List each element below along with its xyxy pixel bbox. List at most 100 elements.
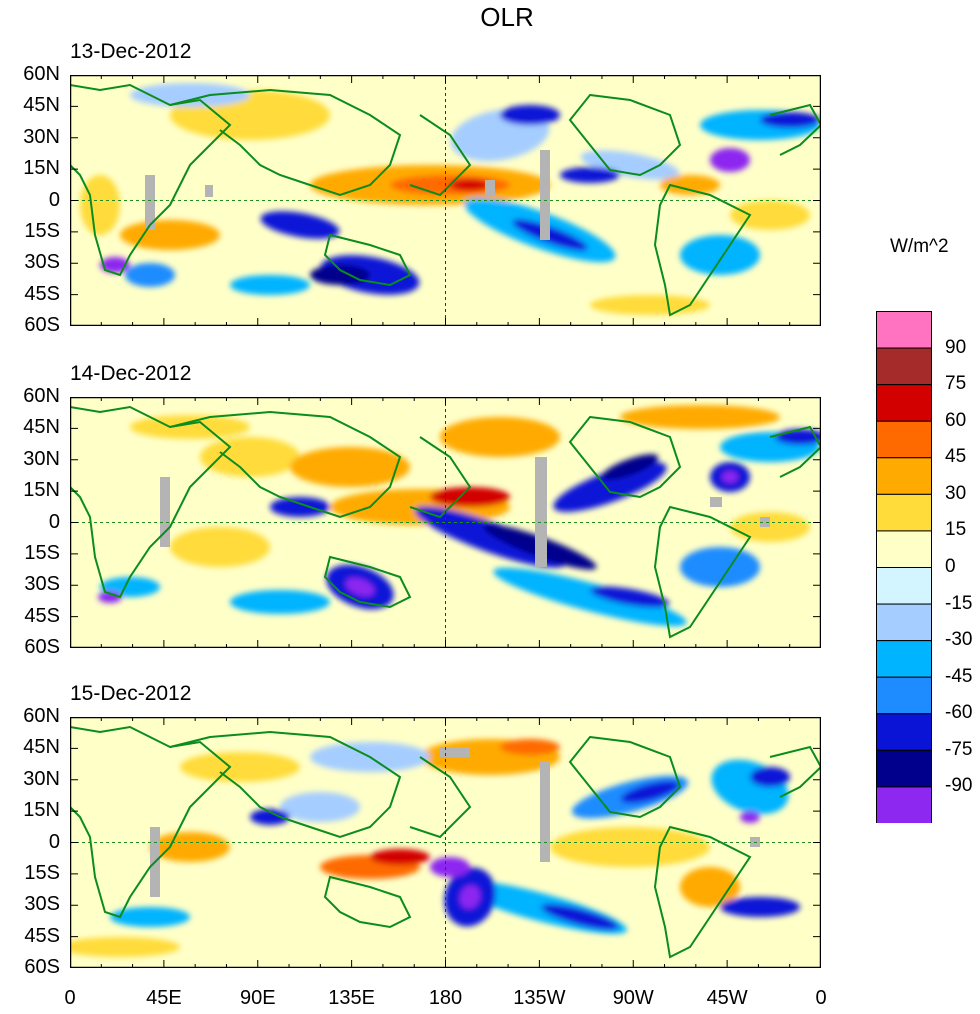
- colorbar-swatch: [876, 384, 932, 422]
- olr-anomaly-region: [250, 809, 290, 825]
- colorbar-swatch: [876, 420, 932, 459]
- coastline: [323, 875, 412, 929]
- lat-label: 15N: [23, 799, 60, 822]
- lon-label: 135W: [513, 987, 566, 1009]
- colorbar-units: W/m^2: [890, 236, 949, 257]
- olr-anomaly-region: [541, 904, 619, 930]
- lon-label: 90E: [239, 987, 276, 1009]
- coastline: [769, 103, 821, 156]
- coastline: [70, 405, 232, 599]
- olr-anomaly-region: [170, 527, 270, 567]
- olr-anomaly-region: [601, 454, 659, 480]
- colorbar-level-label: -90: [945, 775, 973, 797]
- olr-anomaly-region: [550, 827, 710, 867]
- olr-anomaly-region: [130, 415, 250, 439]
- colorbar-swatch: [876, 311, 932, 349]
- colorbar-swatch: [876, 749, 932, 788]
- lat-label: 60N: [23, 385, 60, 407]
- colorbar-level-label: -60: [945, 702, 973, 724]
- olr-anomaly-region: [430, 857, 470, 877]
- lat-label: 15S: [24, 219, 60, 242]
- lon-label: 45E: [146, 987, 182, 1009]
- olr-anomaly-region: [620, 781, 680, 803]
- missing-data-cell: [535, 457, 547, 567]
- olr-anomaly-region: [270, 497, 330, 517]
- lat-label: 45N: [23, 736, 60, 759]
- olr-anomaly-region: [680, 235, 760, 275]
- missing-data-cell: [485, 180, 495, 195]
- olr-anomaly-region: [280, 792, 360, 822]
- lat-label: 45S: [24, 282, 60, 305]
- olr-anomaly-region: [110, 907, 190, 927]
- olr-anomaly-region: [750, 767, 790, 787]
- olr-map-panel-1: [70, 75, 821, 326]
- olr-anomaly-region: [560, 167, 620, 183]
- lat-label: 60S: [24, 636, 60, 658]
- lat-label: 30S: [24, 251, 60, 274]
- lat-label: 60S: [24, 314, 60, 336]
- colorbar-level-label: 75: [945, 373, 967, 395]
- coastline: [169, 410, 402, 519]
- lat-label: 60N: [23, 705, 60, 727]
- lat-label: 30S: [24, 893, 60, 916]
- colorbar-level-label: -45: [945, 665, 973, 687]
- olr-anomaly-region: [345, 577, 375, 597]
- lon-label: 180: [428, 987, 463, 1009]
- colorbar-swatch: [876, 530, 932, 569]
- colorbar-level-label: -75: [945, 738, 973, 760]
- colorbar: [876, 311, 932, 823]
- coastline: [169, 730, 402, 839]
- lat-label: 45S: [24, 604, 60, 627]
- lat-label: 60S: [24, 956, 60, 978]
- colorbar-swatch: [876, 786, 932, 823]
- colorbar-swatch: [876, 713, 932, 751]
- colorbar-level-label: 30: [945, 482, 967, 504]
- coastline: [653, 825, 752, 959]
- olr-anomaly-region: [720, 897, 800, 917]
- olr-anomaly-region: [740, 811, 760, 823]
- lat-label: 30S: [24, 573, 60, 596]
- colorbar-level-label: 45: [945, 446, 967, 468]
- olr-anomaly-region: [493, 567, 687, 627]
- lat-label: 15S: [24, 861, 60, 884]
- olr-anomaly-region: [450, 179, 490, 191]
- colorbar-swatch: [876, 567, 932, 605]
- olr-anomaly-region: [680, 867, 740, 907]
- lon-label: 90W: [612, 987, 654, 1009]
- colorbar-level-label: 15: [945, 519, 967, 541]
- olr-anomaly-region: [500, 105, 560, 125]
- colorbar-swatch: [876, 640, 932, 678]
- colorbar-swatch: [876, 457, 932, 495]
- missing-data-cell: [160, 477, 170, 547]
- lat-label: 15S: [24, 541, 60, 564]
- lat-label: 0: [48, 830, 60, 853]
- olr-anomaly-region: [310, 265, 370, 285]
- lat-label: 45N: [23, 416, 60, 439]
- lat-label: 15N: [23, 157, 60, 180]
- lat-label: 30N: [23, 125, 60, 148]
- olr-anomaly-region: [120, 220, 220, 250]
- coastline: [169, 88, 402, 197]
- coastline: [323, 555, 412, 609]
- missing-data-cell: [710, 497, 722, 507]
- missing-data-cell: [145, 175, 155, 230]
- olr-anomaly-region: [260, 211, 340, 239]
- coastline: [568, 415, 682, 499]
- panel-1-date: 13-Dec-2012: [70, 40, 192, 63]
- missing-data-cell: [540, 150, 550, 240]
- olr-anomaly-region: [180, 752, 300, 782]
- lon-label: 0: [64, 987, 76, 1009]
- coastline: [409, 756, 472, 839]
- coastline: [769, 425, 821, 478]
- olr-anomaly-region: [590, 295, 710, 315]
- olr-anomaly-region: [370, 849, 430, 865]
- lon-label: 135E: [328, 987, 375, 1009]
- colorbar-swatch: [876, 347, 932, 386]
- coastline: [323, 233, 412, 287]
- coastline: [653, 183, 752, 317]
- coastline: [409, 114, 472, 197]
- map-title: OLR: [480, 2, 534, 32]
- coastline: [769, 745, 821, 798]
- lat-label: 60N: [23, 63, 60, 85]
- olr-anomaly-region: [459, 885, 481, 909]
